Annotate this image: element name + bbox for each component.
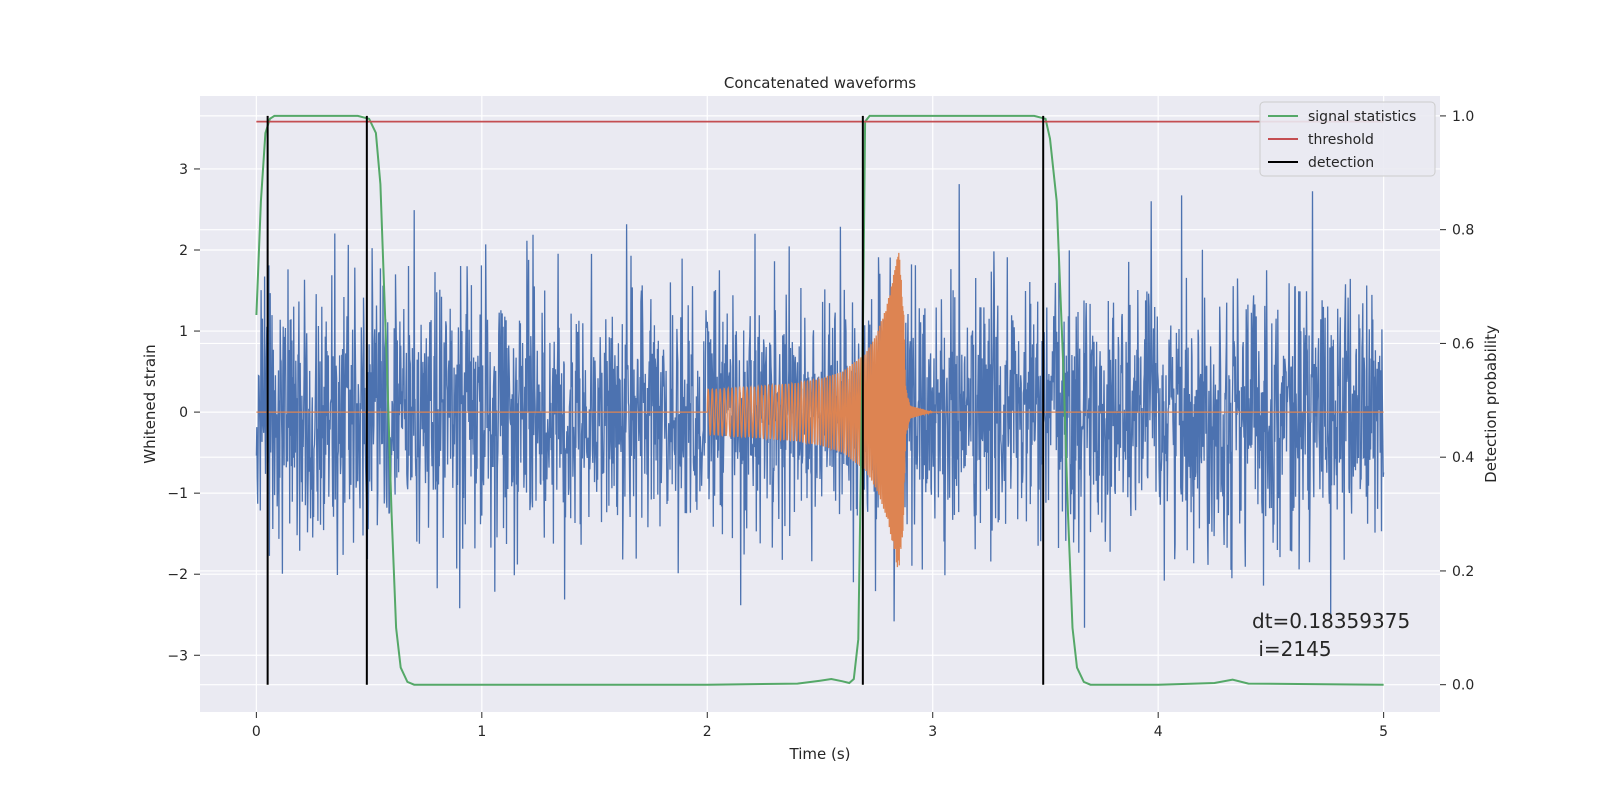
y2-tick-label: 0.4 [1452,450,1474,466]
y-tick-label: 3 [179,162,188,178]
legend-box [1259,101,1436,177]
strain-series [255,184,1385,628]
x-tick-label: 4 [1154,724,1163,740]
y2-tick-label: 0.8 [1452,223,1474,239]
x-axis-ticks: 0 1 2 3 4 5 [252,712,1388,740]
annotation: dt=0.18359375 i=2145 [1252,609,1410,661]
y-tick-label: 1 [179,324,188,340]
x-axis-label: Time (s) [789,745,851,763]
legend-stats-label: signal statistics [1308,109,1416,125]
chart-title: Concatenated waveforms [724,74,916,92]
x-tick-label: 3 [928,724,937,740]
legend: signal statistics threshold detection [1259,101,1436,177]
y-tick-label: −3 [167,648,188,664]
annotation-dt: dt=0.18359375 [1252,609,1410,633]
y-tick-label: −1 [167,486,188,502]
y2-tick-label: 0.0 [1452,678,1474,694]
y-axis-label: Whitened strain [141,344,159,463]
template-line [256,252,1384,568]
y-axis-ticks: −3 −2 −1 0 1 2 3 [167,162,200,664]
annotation-i: i=2145 [1252,637,1332,661]
stats-line [255,114,1384,686]
strain-line [255,184,1385,628]
y-tick-label: 2 [179,243,188,259]
legend-detection-label: detection [1308,155,1374,171]
y2-tick-label: 0.2 [1452,564,1474,580]
y2-tick-label: 0.6 [1452,336,1474,352]
template-series [256,252,1384,568]
x-tick-label: 2 [703,724,712,740]
x-tick-label: 0 [252,724,261,740]
y2-axis-label: Detection probability [1482,325,1500,483]
detection-series [266,115,1045,685]
stats-series [255,114,1384,686]
y-tick-label: 0 [179,405,188,421]
x-tick-label: 1 [477,724,486,740]
x-tick-label: 5 [1379,724,1388,740]
y2-tick-label: 1.0 [1452,109,1474,125]
y2-axis-ticks: 0.0 0.2 0.4 0.6 0.8 1.0 [1440,109,1474,694]
legend-threshold-label: threshold [1308,132,1374,148]
y-tick-label: −2 [167,567,188,583]
